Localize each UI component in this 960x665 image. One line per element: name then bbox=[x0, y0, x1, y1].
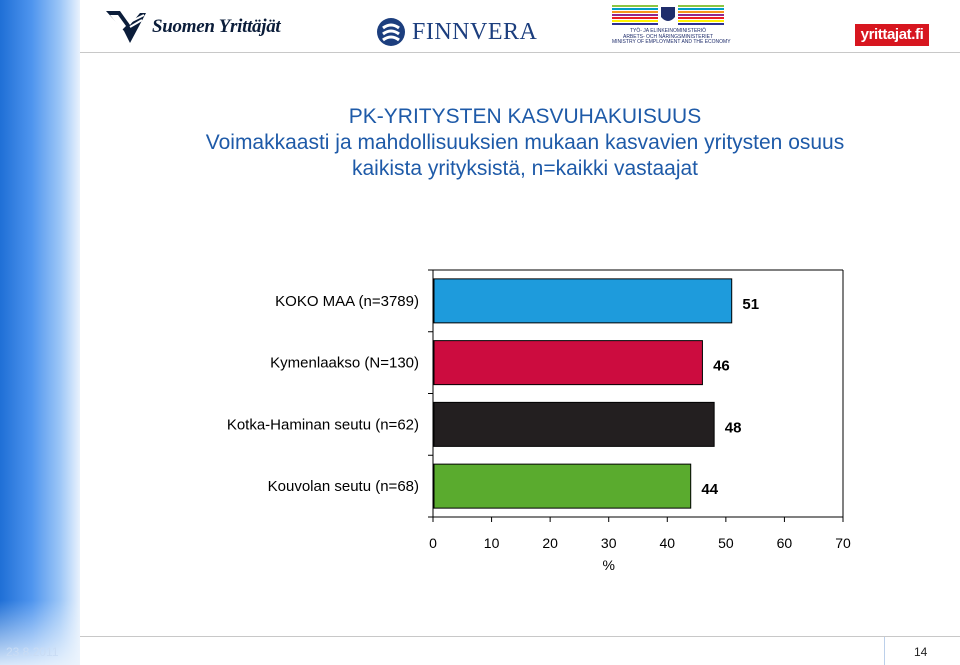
x-tick-label: 20 bbox=[542, 535, 558, 551]
ministry-name-sv: ARBETS- OCH NÄRINGSMINISTERIET bbox=[622, 33, 713, 40]
x-tick-label: 50 bbox=[718, 535, 734, 551]
finnvera-logo: FINNVERA bbox=[376, 17, 537, 47]
slide-title: PK-YRITYSTEN KASVUHAKUISUUS Voimakkaasti… bbox=[90, 104, 960, 182]
suomen-yrittajat-emblem-icon bbox=[106, 11, 146, 43]
x-tick-label: 30 bbox=[601, 535, 617, 551]
data-label: 48 bbox=[725, 419, 742, 436]
suomen-yrittajat-logo: Suomen Yrittäjät bbox=[106, 11, 281, 43]
left-accent-bar bbox=[0, 0, 80, 665]
ministry-name-fi: TYÖ- JA ELINKEINOMINISTERIÖ bbox=[629, 28, 707, 34]
footer-separator bbox=[884, 637, 885, 665]
data-label: 46 bbox=[713, 358, 730, 375]
suomen-yrittajat-wordmark: Suomen Yrittäjät bbox=[152, 16, 281, 37]
ministry-name: TYÖ- JA ELINKEINOMINISTERIÖ ARBETS- OCH … bbox=[612, 28, 731, 46]
footer-date: 23.8.2011 bbox=[6, 645, 59, 659]
ministry-logo: TYÖ- JA ELINKEINOMINISTERIÖ ARBETS- OCH … bbox=[612, 4, 731, 46]
logo-strip bbox=[80, 0, 960, 52]
x-tick-label: 40 bbox=[659, 535, 675, 551]
bar bbox=[433, 278, 733, 324]
x-axis-label: % bbox=[602, 557, 614, 573]
bar bbox=[433, 463, 692, 509]
finnvera-wordmark: FINNVERA bbox=[412, 18, 538, 45]
top-divider bbox=[80, 52, 960, 53]
ministry-stripes-icon bbox=[612, 4, 724, 27]
data-label: 51 bbox=[742, 296, 759, 313]
yrittajat-fi-logo: yrittajat.fi bbox=[855, 24, 929, 46]
finnvera-emblem-icon bbox=[377, 18, 405, 46]
data-label: 44 bbox=[701, 481, 718, 498]
page-number: 14 bbox=[914, 645, 928, 659]
category-label: KOKO MAA (n=3789) bbox=[275, 293, 419, 310]
title-line-1: PK-YRITYSTEN KASVUHAKUISUUS bbox=[348, 105, 702, 128]
bottom-divider bbox=[80, 636, 960, 637]
left-accent-fade bbox=[0, 600, 80, 665]
x-tick-label: 60 bbox=[777, 535, 793, 551]
x-tick-label: 10 bbox=[484, 535, 500, 551]
bar bbox=[433, 340, 703, 386]
category-label: Kouvolan seutu (n=68) bbox=[268, 478, 419, 495]
x-tick-label: 0 bbox=[429, 535, 437, 551]
title-line-3: kaikista yrityksistä, n=kaikki vastaajat bbox=[351, 157, 699, 180]
ministry-name-en: MINISTRY OF EMPLOYMENT AND THE ECONOMY bbox=[612, 39, 731, 46]
category-label: Kymenlaakso (N=130) bbox=[270, 355, 419, 372]
title-line-2: Voimakkaasti ja mahdollisuuksien mukaan … bbox=[205, 131, 845, 154]
x-tick-label: 70 bbox=[835, 535, 851, 551]
bar bbox=[433, 401, 715, 447]
category-label: Kotka-Haminan seutu (n=62) bbox=[227, 416, 419, 433]
